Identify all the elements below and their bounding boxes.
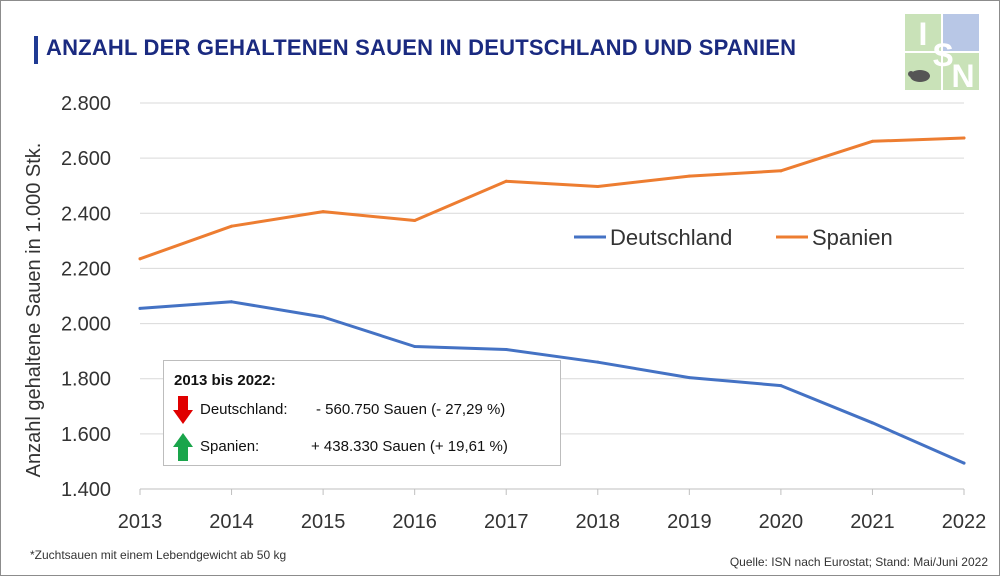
data-point [504, 347, 508, 351]
legend: Deutschland Spanien [574, 225, 893, 250]
x-tick-label: 2018 [576, 511, 621, 533]
arrow-up-icon [173, 433, 193, 461]
data-point [962, 461, 966, 465]
x-tick-label: 2013 [118, 511, 163, 533]
data-point [321, 315, 325, 319]
summary-row-deutschland: Deutschland: - 560.750 Sauen (- 27,29 %) [172, 394, 552, 426]
x-tick-label: 2021 [850, 511, 895, 533]
y-tick-label: 2.000 [61, 314, 111, 336]
x-tick-label: 2022 [942, 511, 987, 533]
data-point [138, 306, 142, 310]
y-tick-label: 2.200 [61, 258, 111, 280]
data-point [962, 136, 966, 140]
summary-heading: 2013 bis 2022: [174, 372, 276, 389]
x-tick-label: 2014 [209, 511, 254, 533]
summary-value: + 438.330 Sauen (+ 19,61 %) [311, 438, 508, 455]
data-point [687, 376, 691, 380]
series-line-deutschland [138, 300, 966, 465]
data-point [596, 185, 600, 189]
summary-value: - 560.750 Sauen (- 27,29 %) [316, 401, 506, 418]
data-point [230, 224, 234, 228]
legend-label: Deutschland [610, 225, 732, 250]
series-line-spanien [138, 136, 966, 261]
data-point [138, 257, 142, 261]
svg-text:N: N [951, 58, 974, 90]
y-tick-label: 2.400 [61, 203, 111, 225]
data-point [779, 169, 783, 173]
x-tick-label: 2015 [301, 511, 346, 533]
data-point [779, 384, 783, 388]
data-point [413, 344, 417, 348]
y-axis-label: Anzahl gehaltene Sauen in 1.000 Stk. [23, 143, 45, 478]
chart-title: ANZAHL DER GEHALTENEN SAUEN IN DEUTSCHLA… [46, 35, 797, 60]
y-tick-label: 2.600 [61, 148, 111, 170]
x-tick-label: 2017 [484, 511, 529, 533]
data-point [596, 360, 600, 364]
summary-label: Deutschland: [200, 401, 288, 418]
x-tick-label: 2019 [667, 511, 712, 533]
arrow-down-icon [173, 396, 193, 424]
x-tick-label: 2020 [759, 511, 804, 533]
data-point [321, 210, 325, 214]
title-accent-bar [34, 36, 38, 64]
data-point [870, 139, 874, 143]
data-point [504, 179, 508, 183]
y-tick-label: 2.800 [61, 93, 111, 115]
summary-row-spanien: Spanien: + 438.330 Sauen (+ 19,61 %) [172, 431, 552, 463]
axes: 1.400 1.600 1.800 2.000 2.200 2.400 2.600 2.800… [61, 93, 986, 533]
data-point [413, 218, 417, 222]
y-tick-label: 1.800 [61, 369, 111, 391]
legend-label: Spanien [812, 225, 893, 250]
series-lines [138, 136, 966, 465]
footnote: *Zuchtsauen mit einem Lebendgewicht ab 5… [30, 548, 287, 562]
x-tick-label: 2016 [392, 511, 437, 533]
summary-box: 2013 bis 2022: Deutschland: - 560.750 Sa… [163, 360, 561, 466]
svg-text:I: I [919, 16, 928, 52]
isn-logo: I S N [905, 14, 979, 90]
data-point [687, 174, 691, 178]
svg-text:S: S [932, 37, 953, 73]
y-tick-label: 1.400 [61, 479, 111, 501]
data-point [870, 421, 874, 425]
y-tick-label: 1.600 [61, 424, 111, 446]
data-point [230, 300, 234, 304]
source-note: Quelle: ISN nach Eurostat; Stand: Mai/Ju… [729, 555, 988, 569]
summary-label: Spanien: [200, 438, 260, 455]
